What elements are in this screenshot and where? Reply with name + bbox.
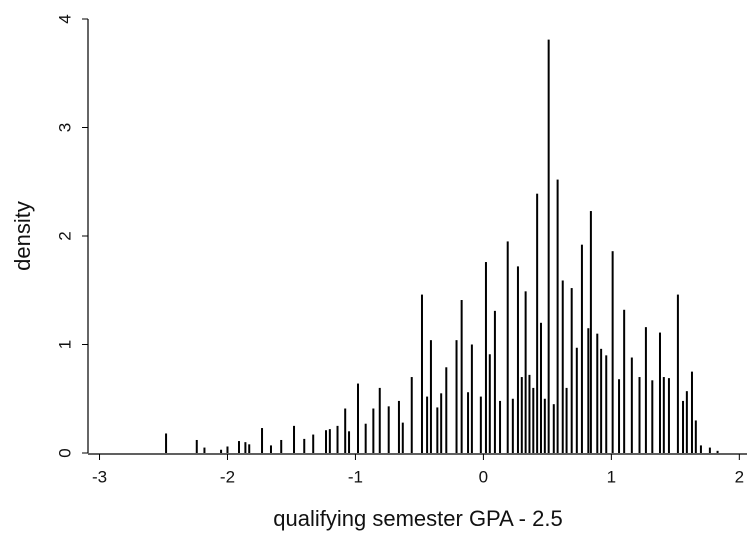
spike	[667, 378, 670, 453]
spike	[516, 266, 519, 453]
spike	[429, 340, 432, 453]
spike	[611, 251, 614, 453]
spike	[195, 439, 198, 453]
spike	[699, 445, 702, 453]
x-tick-label: -2	[220, 467, 235, 486]
spike	[460, 300, 463, 453]
spike	[348, 431, 351, 453]
spike	[493, 310, 496, 453]
spike	[600, 348, 603, 453]
spike	[662, 377, 665, 453]
spike	[455, 340, 458, 453]
spike	[488, 354, 491, 453]
spike	[690, 371, 693, 453]
spike	[203, 447, 206, 453]
x-tick-label: -3	[92, 467, 107, 486]
spike	[618, 379, 621, 453]
y-tick-label: 0	[55, 448, 74, 457]
spike	[596, 333, 599, 453]
x-axis-title: qualifying semester GPA - 2.5	[273, 506, 562, 531]
spike	[440, 393, 443, 453]
spike	[651, 380, 654, 453]
x-tick-label: 1	[607, 467, 616, 486]
spike	[303, 438, 306, 453]
spike	[401, 422, 404, 453]
spike	[420, 294, 423, 453]
spike	[682, 400, 685, 453]
spike	[356, 383, 359, 453]
spike	[685, 391, 688, 453]
spike	[565, 387, 568, 453]
spike	[364, 423, 367, 453]
spike	[325, 430, 328, 453]
spike	[506, 241, 509, 453]
spike	[378, 387, 381, 453]
spike	[467, 392, 470, 453]
x-tick-label: 2	[735, 467, 744, 486]
spike	[694, 420, 697, 453]
spike	[658, 332, 661, 453]
spike	[716, 450, 719, 453]
spike	[561, 280, 564, 453]
spike	[543, 398, 546, 453]
spike	[532, 387, 535, 453]
spike	[552, 404, 555, 453]
spike	[484, 262, 487, 453]
spike	[470, 344, 473, 453]
spike	[397, 400, 400, 453]
spike	[244, 442, 247, 453]
spike	[524, 291, 527, 453]
y-tick-label: 4	[55, 14, 74, 23]
y-axis-title: density	[10, 201, 35, 271]
spike	[410, 377, 413, 453]
spike	[293, 425, 296, 453]
y-tick-label: 1	[55, 340, 74, 349]
spike	[556, 179, 559, 453]
spike	[605, 355, 608, 453]
spike	[237, 441, 240, 453]
spike	[336, 425, 339, 453]
spike	[638, 377, 641, 453]
spike	[387, 406, 390, 453]
spike	[511, 398, 514, 453]
spike	[520, 377, 523, 453]
spike	[226, 446, 229, 453]
spike	[436, 407, 439, 453]
spike	[623, 309, 626, 453]
spike	[499, 400, 502, 453]
spike	[708, 447, 711, 453]
spike	[261, 428, 264, 453]
spike	[220, 449, 223, 453]
spike	[344, 408, 347, 453]
spike	[445, 367, 448, 453]
spike	[547, 39, 550, 454]
spike	[372, 408, 375, 453]
spike	[248, 444, 251, 453]
x-tick-label: -1	[348, 467, 363, 486]
spike	[280, 439, 283, 453]
spike	[328, 429, 331, 453]
spike	[312, 434, 315, 453]
spike	[536, 193, 539, 453]
y-tick-label: 2	[55, 231, 74, 240]
spike	[644, 327, 647, 453]
spike	[479, 396, 482, 453]
spike	[587, 328, 590, 453]
spike	[580, 244, 583, 453]
spike	[426, 396, 429, 453]
spike	[630, 357, 633, 453]
spike	[539, 322, 542, 453]
spike	[528, 374, 531, 453]
spike	[575, 347, 578, 453]
spike	[165, 433, 168, 453]
spike	[589, 211, 592, 453]
y-tick-label: 3	[55, 123, 74, 132]
x-tick-label: 0	[479, 467, 488, 486]
spike	[269, 445, 272, 453]
spike	[570, 288, 573, 453]
spike	[676, 294, 679, 453]
